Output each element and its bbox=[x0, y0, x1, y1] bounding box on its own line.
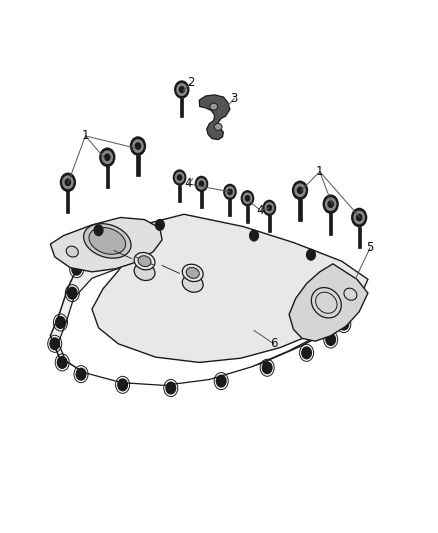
Text: 5: 5 bbox=[367, 241, 374, 254]
Text: 3: 3 bbox=[231, 92, 238, 105]
Circle shape bbox=[175, 81, 189, 98]
Ellipse shape bbox=[134, 253, 155, 270]
Text: 6: 6 bbox=[270, 337, 278, 350]
Circle shape bbox=[224, 184, 236, 199]
Circle shape bbox=[245, 196, 250, 201]
Circle shape bbox=[326, 334, 336, 345]
Text: 4: 4 bbox=[257, 204, 265, 217]
Polygon shape bbox=[246, 206, 249, 223]
Polygon shape bbox=[58, 248, 344, 385]
Circle shape bbox=[50, 338, 60, 350]
Circle shape bbox=[67, 287, 77, 299]
Polygon shape bbox=[106, 166, 109, 188]
Circle shape bbox=[267, 205, 272, 211]
Ellipse shape bbox=[66, 246, 78, 257]
Circle shape bbox=[226, 187, 234, 197]
Circle shape bbox=[175, 172, 184, 183]
Circle shape bbox=[131, 137, 145, 155]
Circle shape bbox=[325, 198, 336, 211]
Circle shape bbox=[179, 86, 184, 93]
Circle shape bbox=[56, 317, 65, 328]
Ellipse shape bbox=[210, 103, 218, 110]
Circle shape bbox=[177, 175, 182, 180]
Circle shape bbox=[328, 201, 333, 207]
Circle shape bbox=[323, 195, 338, 213]
Polygon shape bbox=[67, 191, 69, 213]
Circle shape bbox=[76, 368, 86, 380]
Circle shape bbox=[241, 191, 254, 206]
Circle shape bbox=[228, 189, 232, 195]
Circle shape bbox=[319, 297, 329, 309]
Polygon shape bbox=[92, 214, 368, 362]
Circle shape bbox=[339, 318, 349, 330]
Circle shape bbox=[307, 249, 315, 260]
Circle shape bbox=[173, 170, 186, 185]
Polygon shape bbox=[200, 191, 203, 208]
Circle shape bbox=[133, 140, 143, 152]
Ellipse shape bbox=[138, 256, 151, 266]
Circle shape bbox=[282, 282, 292, 294]
Polygon shape bbox=[180, 98, 183, 117]
Text: 2: 2 bbox=[187, 76, 194, 89]
Ellipse shape bbox=[344, 288, 357, 300]
Circle shape bbox=[118, 379, 127, 391]
Polygon shape bbox=[137, 155, 139, 176]
Polygon shape bbox=[299, 199, 301, 221]
Ellipse shape bbox=[186, 268, 199, 278]
Circle shape bbox=[72, 263, 81, 275]
Circle shape bbox=[293, 181, 307, 199]
Ellipse shape bbox=[84, 224, 131, 258]
Polygon shape bbox=[289, 264, 368, 341]
Polygon shape bbox=[50, 236, 359, 384]
Circle shape bbox=[352, 208, 367, 227]
Text: 1: 1 bbox=[81, 130, 89, 142]
Circle shape bbox=[295, 184, 305, 197]
Circle shape bbox=[166, 382, 176, 394]
Circle shape bbox=[262, 362, 272, 374]
Circle shape bbox=[135, 143, 141, 149]
Text: 4: 4 bbox=[184, 177, 192, 190]
Circle shape bbox=[236, 268, 246, 280]
Circle shape bbox=[100, 148, 115, 166]
Circle shape bbox=[197, 179, 206, 189]
Polygon shape bbox=[229, 199, 231, 216]
Circle shape bbox=[243, 193, 252, 204]
Circle shape bbox=[216, 375, 226, 387]
Polygon shape bbox=[268, 215, 271, 232]
Polygon shape bbox=[50, 217, 162, 272]
Polygon shape bbox=[357, 227, 360, 248]
Polygon shape bbox=[329, 213, 332, 235]
Polygon shape bbox=[178, 185, 181, 202]
Circle shape bbox=[297, 187, 303, 193]
Circle shape bbox=[357, 214, 362, 221]
Circle shape bbox=[87, 256, 97, 268]
Circle shape bbox=[265, 203, 274, 213]
Circle shape bbox=[105, 154, 110, 160]
Circle shape bbox=[263, 200, 276, 215]
Circle shape bbox=[195, 176, 208, 191]
Circle shape bbox=[343, 306, 353, 318]
Circle shape bbox=[65, 179, 71, 185]
Circle shape bbox=[302, 347, 311, 359]
Circle shape bbox=[155, 220, 164, 230]
Circle shape bbox=[94, 225, 103, 236]
Ellipse shape bbox=[182, 264, 203, 281]
Circle shape bbox=[179, 258, 189, 270]
Circle shape bbox=[63, 176, 73, 189]
Circle shape bbox=[199, 181, 204, 187]
Ellipse shape bbox=[89, 228, 126, 254]
Polygon shape bbox=[199, 95, 230, 140]
Circle shape bbox=[129, 254, 138, 266]
Ellipse shape bbox=[134, 263, 155, 280]
Ellipse shape bbox=[214, 124, 222, 130]
Circle shape bbox=[177, 84, 187, 95]
Circle shape bbox=[250, 230, 258, 241]
Circle shape bbox=[60, 173, 75, 191]
Ellipse shape bbox=[182, 275, 203, 292]
Text: 1: 1 bbox=[316, 165, 324, 178]
Circle shape bbox=[354, 211, 364, 224]
Circle shape bbox=[57, 357, 67, 368]
Circle shape bbox=[102, 151, 113, 164]
